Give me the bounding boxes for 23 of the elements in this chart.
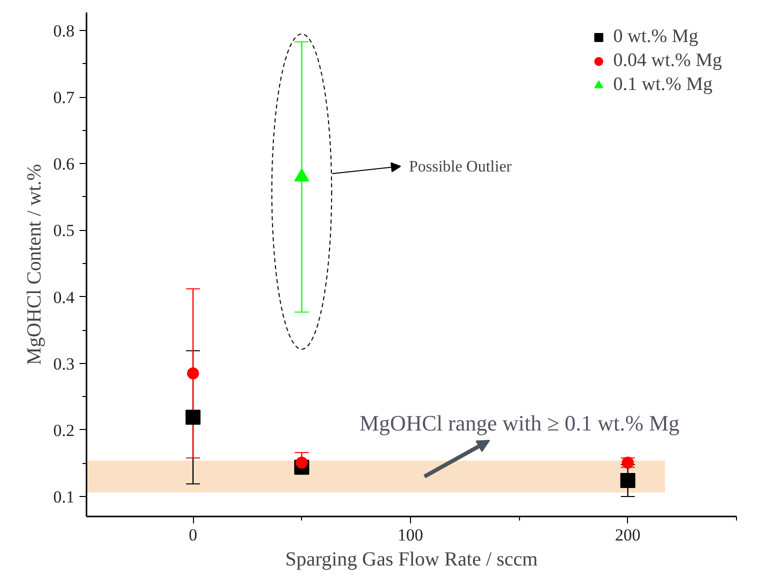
point <box>620 473 636 488</box>
y-tick-label: 0.8 <box>53 21 74 40</box>
x-tick-label: 0 <box>188 526 198 544</box>
y-axis-title: MgOHCl Content / wt.% <box>23 164 46 366</box>
x-tick-label: 100 <box>398 526 424 544</box>
y-tick-label: 0.2 <box>53 420 74 440</box>
legend-label: 0.1 wt.% Mg <box>613 74 712 96</box>
y-tick-label: 0.4 <box>53 288 75 307</box>
point <box>294 168 310 182</box>
y-tick-label: 0.5 <box>53 221 74 240</box>
y-tick-label: 0.3 <box>53 354 74 374</box>
point <box>186 410 201 425</box>
annotation: Possible Outlier <box>408 158 512 176</box>
legend-label: 0 wt.% Mg <box>613 26 698 48</box>
legend-label: 0.04 wt.% Mg <box>613 50 722 72</box>
point <box>187 367 200 380</box>
x-tick-label: 200 <box>615 526 641 544</box>
x-axis-title: Sparging Gas Flow Rate / sccm <box>285 548 538 570</box>
y-tick-label: 0.6 <box>53 154 74 174</box>
y-tick-label: 0.7 <box>53 88 75 108</box>
point <box>296 456 308 469</box>
band-label: MgOHCl range with ≥ 0.1 wt.% Mg <box>360 410 680 436</box>
y-tick-label: 0.1 <box>53 488 74 507</box>
